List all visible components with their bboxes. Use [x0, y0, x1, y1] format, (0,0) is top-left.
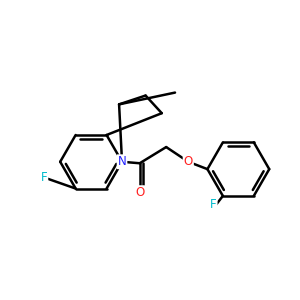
Text: O: O: [184, 155, 193, 168]
Text: N: N: [118, 155, 126, 168]
Text: F: F: [210, 198, 217, 211]
Text: F: F: [41, 172, 47, 184]
Text: O: O: [135, 186, 144, 199]
